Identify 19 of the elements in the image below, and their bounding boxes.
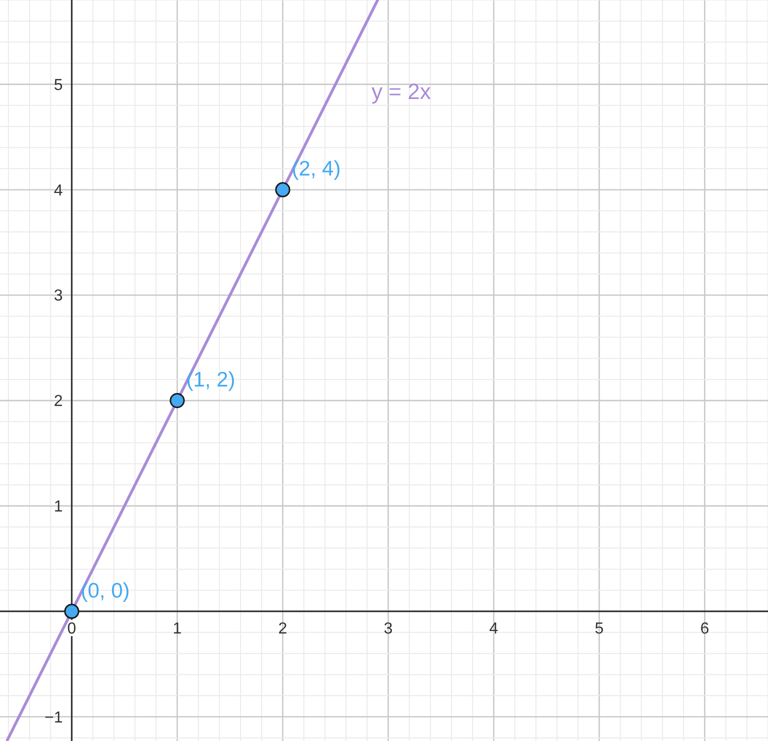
y-tick-label: 4 (54, 182, 63, 200)
x-tick-label: 4 (489, 620, 498, 638)
point (170, 392, 185, 408)
y-tick-label: 5 (54, 76, 63, 94)
data-label: (1, 2) (186, 368, 236, 392)
y-tick-label: −1 (44, 709, 63, 726)
y-tick-label: 3 (54, 288, 63, 305)
x-tick-label: 5 (594, 620, 604, 638)
data-label: (2, 4) (292, 158, 341, 181)
x-tick-label: 6 (700, 620, 710, 638)
series-label: y = 2x (372, 79, 431, 104)
data-label: (0, 0) (80, 579, 130, 602)
point (275, 182, 290, 198)
y-tick-label: 2 (54, 393, 63, 410)
x-tick-label: 1 (172, 620, 182, 638)
x-tick-label: 3 (384, 620, 393, 638)
point (64, 604, 80, 619)
y-tick-label: 1 (54, 498, 63, 516)
x-tick-label: 2 (278, 620, 288, 638)
